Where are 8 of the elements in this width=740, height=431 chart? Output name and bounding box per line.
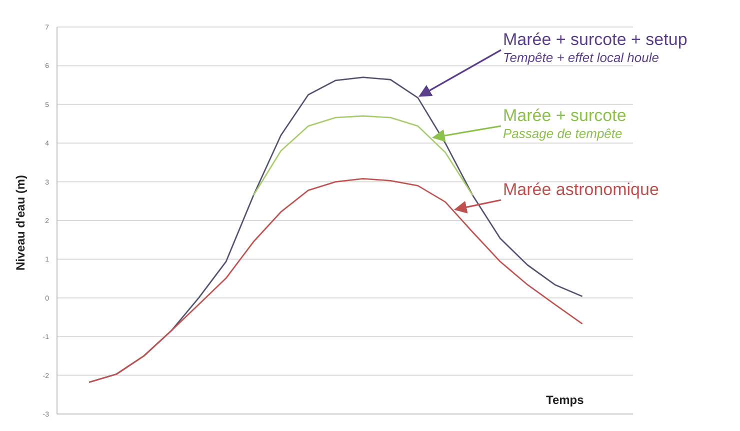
text: Marée + surcote [503,106,626,126]
line-series [252,115,474,196]
annotation: Passage de tempête [503,126,624,141]
text: Marée astronomique [503,180,659,200]
text: Marée + surcote + setup [503,30,688,50]
x-axis-title: Temps [546,393,584,407]
y-axis-title: Niveau d'eau (m) [13,174,28,270]
annotation: Tempête + effet local houle [503,50,660,65]
